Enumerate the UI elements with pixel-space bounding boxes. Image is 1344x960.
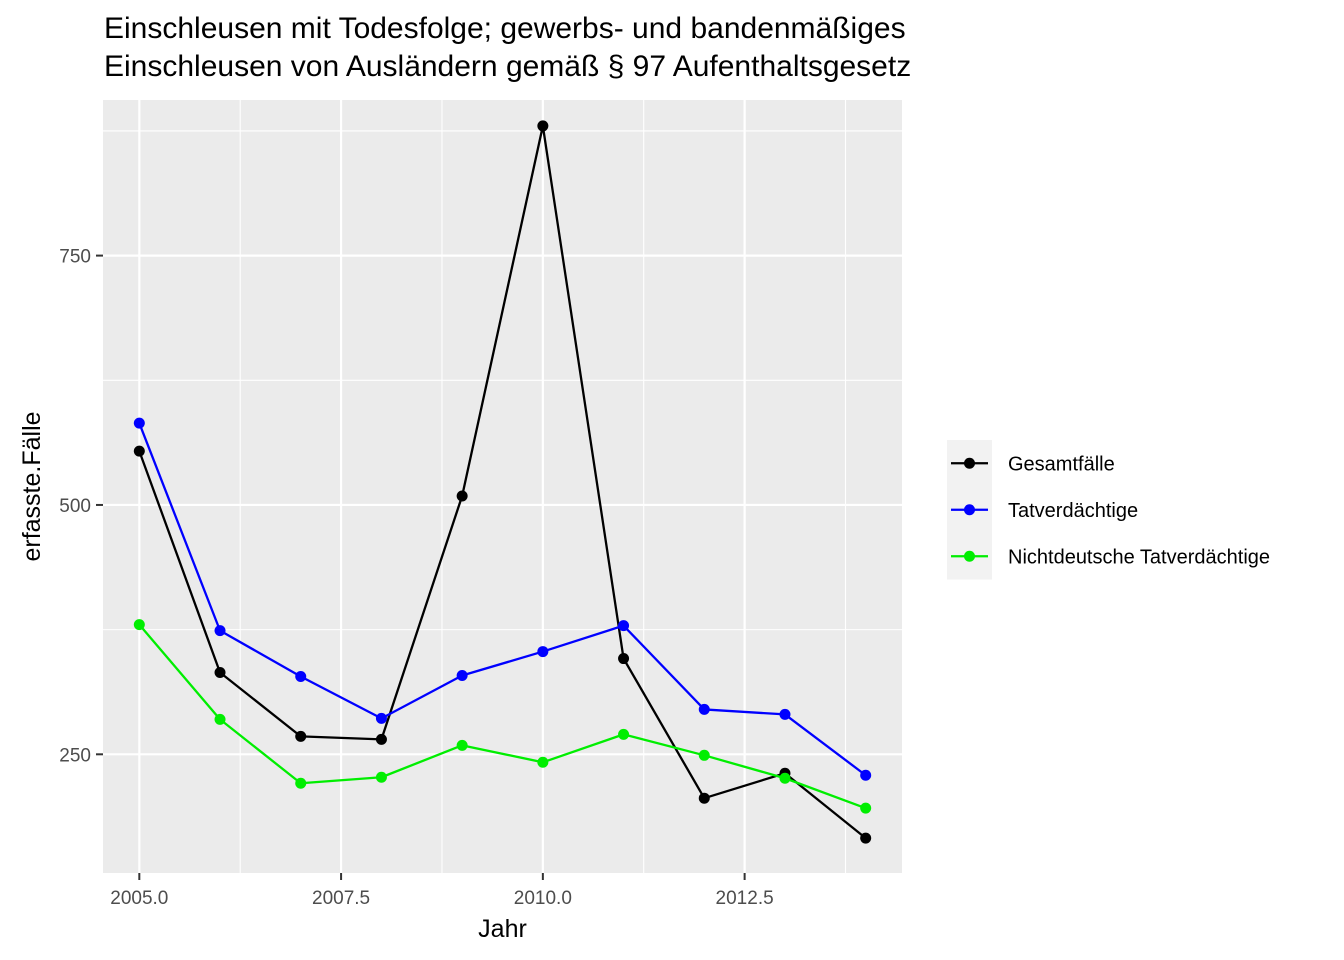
data-point [860, 832, 872, 844]
data-point [537, 756, 549, 768]
series-1 [133, 120, 872, 844]
series-line [138, 124, 867, 839]
series-line [138, 422, 867, 777]
y-axis: 250 500 750 [59, 247, 103, 766]
y-tick-label: 500 [59, 496, 91, 517]
x-axis: 2005.0 2007.5 2010.0 2012.5 [110, 873, 774, 909]
data-point [214, 667, 226, 679]
grid-minor [103, 100, 902, 873]
data-point [779, 708, 791, 720]
series-line [138, 623, 867, 810]
data-point [456, 670, 468, 682]
x-tick-label: 2005.0 [110, 888, 168, 909]
data-point [456, 739, 468, 751]
data-point [375, 771, 387, 783]
series-3 [133, 619, 872, 814]
series-2 [133, 417, 872, 781]
data-point [133, 619, 145, 631]
y-tick-label: 750 [59, 247, 91, 268]
data-point [618, 653, 630, 665]
data-point [214, 713, 226, 725]
data-point [860, 769, 872, 781]
legend-marker [964, 504, 975, 516]
chart-title-line-1: Einschleusen mit Todesfolge; gewerbs- un… [104, 12, 906, 45]
legend-label: Gesamtfälle [1008, 453, 1115, 475]
y-tick-label: 250 [59, 745, 91, 766]
chart-title: Einschleusen mit Todesfolge; gewerbs- un… [104, 10, 911, 86]
legend-marker [964, 457, 975, 469]
data-point [537, 646, 549, 658]
plot-panel [103, 100, 902, 873]
data-point [295, 671, 307, 683]
data-point [537, 120, 549, 132]
data-point [375, 712, 387, 724]
data-point [133, 445, 145, 457]
legend: Gesamtfälle Tatverdächtige Nichtdeutsche T… [947, 440, 1270, 580]
data-point [618, 728, 630, 740]
data-point [698, 749, 710, 761]
data-point [698, 792, 710, 804]
data-point [698, 703, 710, 715]
chart-title-line-2: Einschleusen von Ausländern gemäß § 97 A… [104, 50, 912, 83]
data-point [618, 620, 630, 632]
x-axis-title: Jahr [478, 915, 527, 943]
legend-label: Tatverdächtige [1008, 500, 1138, 522]
data-point [456, 490, 468, 502]
series-layer [133, 120, 872, 844]
data-point [295, 730, 307, 742]
data-point [133, 417, 145, 429]
y-axis-title: erfasste.Fälle [18, 411, 46, 561]
x-tick-label: 2012.5 [716, 888, 774, 909]
legend-marker [964, 550, 975, 562]
data-point [860, 802, 872, 814]
x-tick-label: 2010.0 [514, 888, 572, 909]
data-point [375, 733, 387, 745]
data-point [779, 772, 791, 784]
data-point [295, 777, 307, 789]
x-tick-label: 2007.5 [312, 888, 370, 909]
data-point [214, 625, 226, 637]
legend-label: Nichtdeutsche Tatverdächtige [1008, 546, 1270, 568]
